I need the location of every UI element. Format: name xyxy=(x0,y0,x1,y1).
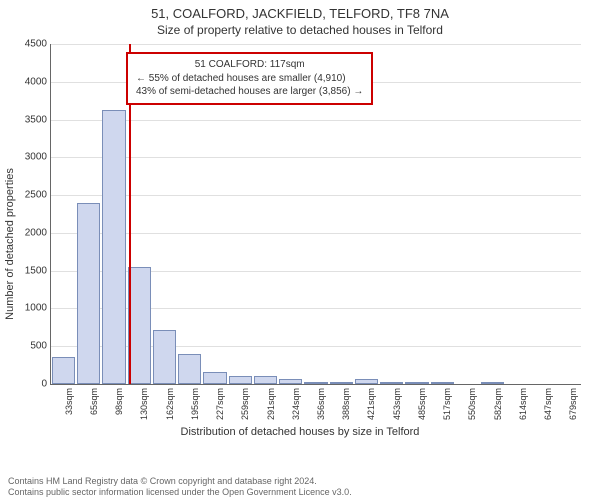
bar xyxy=(355,379,378,384)
xtick-label: 65sqm xyxy=(89,388,99,415)
plot-area: 05001000150020002500300035004000450033sq… xyxy=(50,44,581,385)
xtick-label: 227sqm xyxy=(215,388,225,420)
bar xyxy=(304,382,327,384)
bar xyxy=(380,382,403,384)
ytick-label: 2000 xyxy=(25,227,47,238)
footer-line2: Contains public sector information licen… xyxy=(8,487,352,498)
xtick-label: 582sqm xyxy=(493,388,503,420)
xtick-label: 679sqm xyxy=(568,388,578,420)
ytick-label: 1000 xyxy=(25,303,47,314)
xtick-label: 195sqm xyxy=(190,388,200,420)
bar xyxy=(128,267,151,384)
xtick-label: 550sqm xyxy=(467,388,477,420)
bar xyxy=(178,354,201,384)
bar xyxy=(405,382,428,384)
xtick-label: 162sqm xyxy=(165,388,175,420)
ytick-label: 3000 xyxy=(25,152,47,163)
xtick-label: 291sqm xyxy=(266,388,276,420)
xtick-label: 647sqm xyxy=(543,388,553,420)
ytick-label: 500 xyxy=(30,341,47,352)
bar xyxy=(254,376,277,384)
xtick-label: 356sqm xyxy=(316,388,326,420)
annot-line3: 43% of semi-detached houses are larger (… xyxy=(136,85,363,99)
bar xyxy=(279,379,302,384)
footer-credits: Contains HM Land Registry data © Crown c… xyxy=(8,476,352,499)
ytick-label: 0 xyxy=(41,379,47,390)
bar xyxy=(52,357,75,384)
bar xyxy=(77,203,100,384)
ytick-label: 3500 xyxy=(25,114,47,125)
bar xyxy=(330,382,353,384)
xtick-label: 421sqm xyxy=(366,388,376,420)
xtick-label: 517sqm xyxy=(442,388,452,420)
bar xyxy=(203,372,226,384)
xtick-label: 453sqm xyxy=(392,388,402,420)
ytick-label: 2500 xyxy=(25,190,47,201)
bar xyxy=(102,110,125,384)
ytick-label: 1500 xyxy=(25,265,47,276)
bar xyxy=(153,330,176,384)
xtick-label: 324sqm xyxy=(291,388,301,420)
xtick-label: 98sqm xyxy=(114,388,124,415)
chart-container: 51, COALFORD, JACKFIELD, TELFORD, TF8 7N… xyxy=(0,0,600,500)
footer-line1: Contains HM Land Registry data © Crown c… xyxy=(8,476,352,487)
xtick-label: 485sqm xyxy=(417,388,427,420)
xtick-label: 614sqm xyxy=(518,388,528,420)
xtick-label: 33sqm xyxy=(64,388,74,415)
annot-line1: 51 COALFORD: 117sqm xyxy=(136,58,363,72)
annot-line2: ← 55% of detached houses are smaller (4,… xyxy=(136,72,363,86)
chart-subtitle: Size of property relative to detached ho… xyxy=(0,21,600,37)
chart-wrap: Number of detached properties 0500100015… xyxy=(0,44,600,444)
xtick-label: 388sqm xyxy=(341,388,351,420)
bar xyxy=(481,382,504,384)
page-title: 51, COALFORD, JACKFIELD, TELFORD, TF8 7N… xyxy=(0,0,600,21)
y-axis-label: Number of detached properties xyxy=(4,168,16,320)
ytick-label: 4500 xyxy=(25,39,47,50)
annotation-box: 51 COALFORD: 117sqm ← 55% of detached ho… xyxy=(126,52,373,105)
ytick-label: 4000 xyxy=(25,76,47,87)
xtick-label: 130sqm xyxy=(139,388,149,420)
x-axis-label: Distribution of detached houses by size … xyxy=(0,426,600,438)
xtick-label: 259sqm xyxy=(240,388,250,420)
bar xyxy=(229,376,252,384)
bar xyxy=(431,382,454,384)
